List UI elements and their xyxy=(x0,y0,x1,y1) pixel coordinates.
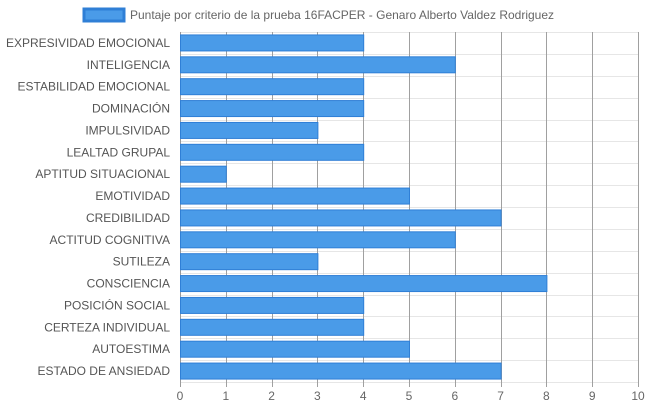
bar xyxy=(180,340,410,358)
category-label: EMOTIVIDAD xyxy=(95,189,170,203)
x-tick-label: 8 xyxy=(543,389,550,403)
bar xyxy=(180,100,365,118)
category-label: ACTITUD COGNITIVA xyxy=(50,233,170,247)
legend-label[interactable]: Puntaje por criterio de la prueba 16FACP… xyxy=(130,8,554,22)
bar xyxy=(180,362,502,380)
category-label: AUTOESTIMA xyxy=(92,342,170,356)
bar xyxy=(180,187,410,205)
legend[interactable]: Puntaje por criterio de la prueba 16FACP… xyxy=(82,7,554,23)
x-tick-label: 4 xyxy=(360,389,367,403)
x-tick-label: 9 xyxy=(589,389,596,403)
category-label: EXPRESIVIDAD EMOCIONAL xyxy=(6,36,170,50)
bar xyxy=(180,209,502,227)
bar xyxy=(180,34,365,52)
category-label: CERTEZA INDIVIDUAL xyxy=(44,320,170,334)
bar xyxy=(180,165,227,183)
category-label: APTITUD SITUACIONAL xyxy=(35,167,170,181)
x-tick-label: 5 xyxy=(406,389,413,403)
category-label: INTELIGENCIA xyxy=(87,58,170,72)
category-labels: EXPRESIVIDAD EMOCIONAL INTELIGENCIA ESTABI… xyxy=(6,36,170,378)
x-tick-label: 3 xyxy=(314,389,321,403)
bar xyxy=(180,143,365,161)
category-label: CONSCIENCIA xyxy=(87,277,170,291)
x-tick-label: 2 xyxy=(268,389,275,403)
bar xyxy=(180,78,365,96)
legend-swatch[interactable] xyxy=(82,7,126,23)
x-tick-label: 1 xyxy=(222,389,229,403)
category-label: IMPULSIVIDAD xyxy=(85,123,170,137)
category-label: ESTADO DE ANSIEDAD xyxy=(38,364,171,378)
x-tick-label: 7 xyxy=(497,389,504,403)
x-tick-label: 0 xyxy=(177,389,184,403)
x-tick-label: 10 xyxy=(631,389,645,403)
bar xyxy=(180,56,456,74)
bar xyxy=(180,231,456,249)
category-label: SUTILEZA xyxy=(113,255,170,269)
x-tick-labels: 0 1 2 3 4 5 6 7 8 9 10 xyxy=(177,389,645,403)
category-label: LEALTAD GRUPAL xyxy=(67,145,171,159)
bar xyxy=(180,275,548,293)
bar xyxy=(180,296,365,314)
category-label: CREDIBILIDAD xyxy=(86,211,170,225)
bar xyxy=(180,318,365,336)
category-label: ESTABILIDAD EMOCIONAL xyxy=(18,80,171,94)
bar xyxy=(180,121,319,139)
category-label: POSICIÓN SOCIAL xyxy=(64,297,170,312)
x-tick-label: 6 xyxy=(451,389,458,403)
bars xyxy=(180,34,548,380)
bar xyxy=(180,253,319,271)
category-label: DOMINACIÓN xyxy=(92,101,170,116)
